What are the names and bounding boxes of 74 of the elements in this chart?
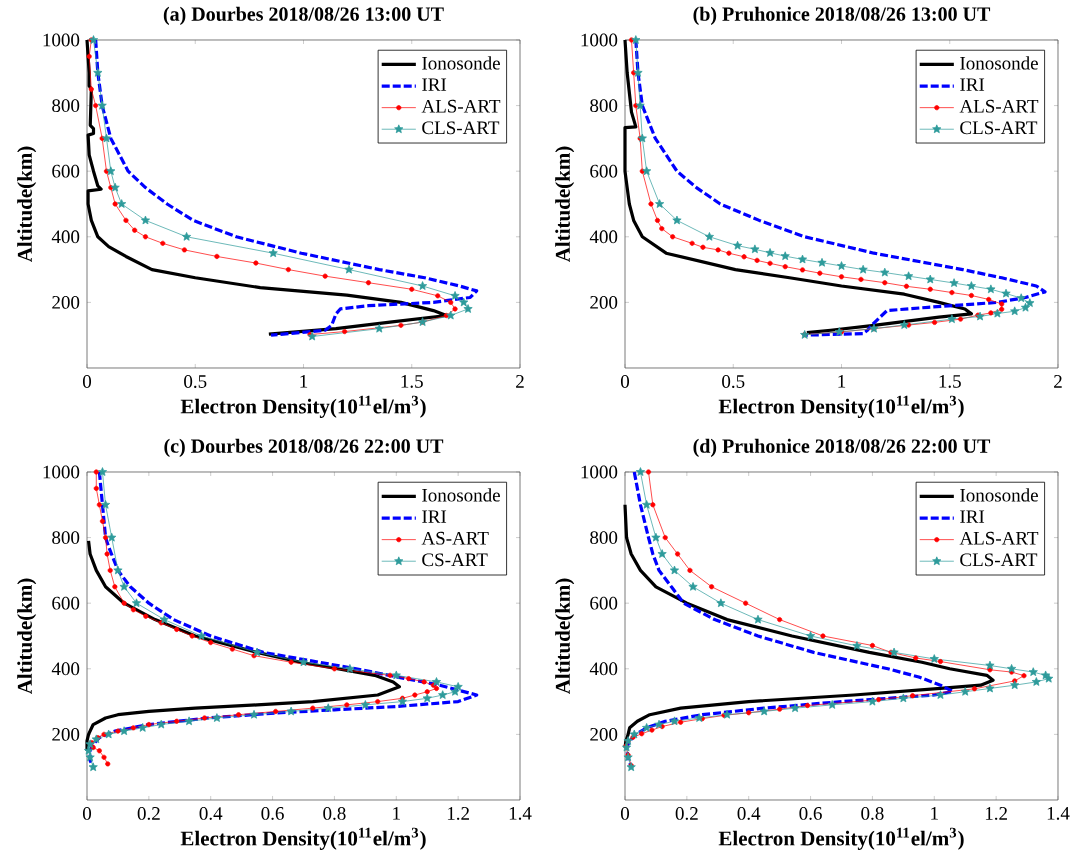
x-tick-label: 0.8 bbox=[323, 807, 346, 820]
x-tick-label: 2 bbox=[516, 375, 524, 388]
y-tick-label: 600 bbox=[52, 596, 80, 610]
x-tick-label: 2 bbox=[1054, 375, 1062, 388]
y-tick-label: 200 bbox=[52, 727, 80, 741]
x-tick-label: 1 bbox=[393, 807, 400, 820]
x-tick-label: 0.6 bbox=[261, 807, 284, 820]
y-tick-label: 600 bbox=[52, 164, 80, 178]
x-tick-label: 0.4 bbox=[737, 807, 761, 820]
y-tick-label: 400 bbox=[589, 230, 618, 244]
y-tick-label: 400 bbox=[51, 662, 80, 676]
legend-label: Ionosonde bbox=[422, 488, 500, 502]
x-tick-label: 1 bbox=[838, 375, 846, 388]
y-axis-title: Altitude(km) bbox=[555, 578, 575, 695]
x-axis-title: Electron Density(10$^{11}$el/m$^{3}$) bbox=[718, 827, 964, 850]
y-tick-label: 1000 bbox=[43, 33, 80, 47]
legend-label: CLS-ART bbox=[960, 553, 1038, 567]
legend-label: AS-ART bbox=[421, 531, 489, 545]
chart-title: (a) Dourbes 2018/08/26 13:00 UT bbox=[163, 6, 444, 25]
x-tick-label: 0.4 bbox=[199, 807, 223, 820]
x-tick-label: 0 bbox=[620, 807, 630, 820]
legend-label: ALS-ART bbox=[421, 99, 501, 113]
y-tick-label: 400 bbox=[589, 662, 618, 676]
y-axis-title: Altitude(km) bbox=[17, 146, 37, 263]
x-axis-title: Electron Density(10$^{11}$el/m$^{3}$) bbox=[180, 395, 426, 418]
x-tick-label: 1.5 bbox=[401, 375, 423, 388]
legend-label: ALS-ART bbox=[959, 531, 1039, 545]
y-tick-label: 800 bbox=[52, 99, 80, 112]
y-tick-label: 200 bbox=[52, 295, 80, 309]
y-axis-title: Altitude(km) bbox=[17, 578, 37, 695]
chart-title: (d) Pruhonice 2018/08/26 22:00 UT bbox=[693, 438, 991, 457]
y-tick-label: 1000 bbox=[581, 465, 618, 479]
legend-label: IRI bbox=[960, 78, 985, 91]
y-tick-label: 600 bbox=[590, 596, 618, 610]
x-axis-title: Electron Density(10$^{11}$el/m$^{3}$) bbox=[180, 827, 426, 850]
x-tick-label: 1 bbox=[931, 807, 938, 820]
x-tick-label: 1.4 bbox=[509, 807, 532, 820]
x-tick-label: 1 bbox=[300, 375, 308, 388]
legend-label: IRI bbox=[422, 510, 447, 523]
legend-label: CLS-ART bbox=[422, 121, 500, 135]
y-tick-label: 400 bbox=[51, 230, 80, 244]
chart-title: (b) Pruhonice 2018/08/26 13:00 UT bbox=[693, 6, 991, 25]
y-tick-label: 800 bbox=[52, 531, 80, 544]
x-tick-label: 1.2 bbox=[447, 807, 469, 820]
legend-label: IRI bbox=[422, 78, 447, 91]
legend-label: ALS-ART bbox=[959, 99, 1039, 113]
x-tick-label: 1.4 bbox=[1047, 807, 1070, 820]
x-axis-title: Electron Density(10$^{11}$el/m$^{3}$) bbox=[718, 395, 964, 418]
y-tick-label: 600 bbox=[590, 164, 618, 178]
legend-label: CS-ART bbox=[422, 553, 488, 567]
y-tick-label: 200 bbox=[590, 295, 618, 309]
chart-title: (c) Dourbes 2018/08/26 22:00 UT bbox=[164, 438, 444, 457]
x-tick-label: 0 bbox=[82, 375, 92, 388]
x-tick-label: 0 bbox=[620, 375, 630, 388]
x-tick-label: 1.5 bbox=[939, 375, 961, 388]
y-tick-label: 800 bbox=[590, 531, 618, 544]
x-tick-label: 1.2 bbox=[985, 807, 1007, 820]
x-tick-label: 0.2 bbox=[675, 807, 698, 820]
legend-label: Ionosonde bbox=[960, 488, 1038, 502]
x-tick-label: 0.5 bbox=[184, 375, 207, 388]
legend-label: CLS-ART bbox=[960, 121, 1038, 135]
legend-label: IRI bbox=[960, 510, 985, 523]
x-tick-label: 0.5 bbox=[722, 375, 745, 388]
legend-label: Ionosonde bbox=[422, 56, 500, 70]
y-axis-title: Altitude(km) bbox=[555, 146, 575, 263]
y-tick-label: 1000 bbox=[581, 33, 618, 47]
y-tick-label: 1000 bbox=[43, 465, 80, 479]
x-tick-label: 0.6 bbox=[799, 807, 822, 820]
y-tick-label: 800 bbox=[590, 99, 618, 112]
y-tick-label: 200 bbox=[590, 727, 618, 741]
x-tick-label: 0 bbox=[82, 807, 92, 820]
legend-label: Ionosonde bbox=[960, 56, 1038, 70]
x-tick-label: 0.8 bbox=[861, 807, 884, 820]
x-tick-label: 0.2 bbox=[137, 807, 160, 820]
